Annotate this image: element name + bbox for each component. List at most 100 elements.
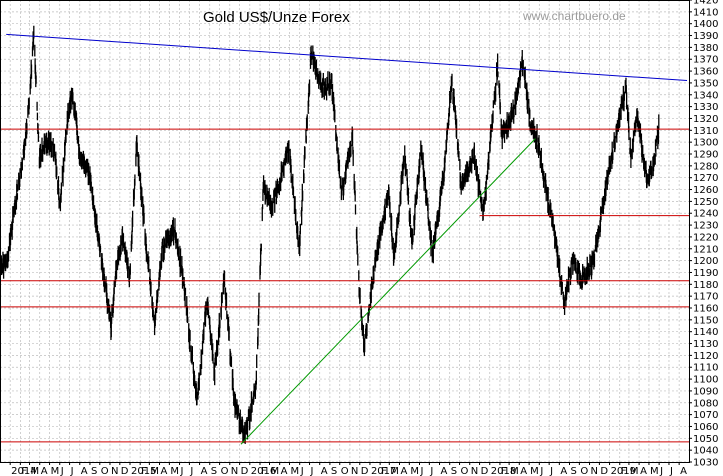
x-tick-label: J [420, 466, 424, 476]
x-tick-label: A [41, 466, 48, 476]
y-tick-label: 1130 [693, 339, 718, 350]
y-tick-label: 1210 [693, 244, 718, 255]
y-tick-label: 1100 [693, 375, 718, 386]
y-tick-label: 1180 [693, 280, 718, 291]
x-tick-label: N [351, 466, 358, 476]
x-tick-label: N [111, 466, 118, 476]
y-tick-label: 1070 [693, 410, 718, 421]
x-tick-label: M [530, 466, 539, 476]
x-tick-label: N [591, 466, 598, 476]
y-tick-label: 1030 [693, 458, 718, 469]
x-tick-label: J [669, 466, 673, 476]
y-tick-label: 1160 [693, 304, 718, 315]
x-tick-label: A [321, 466, 328, 476]
x-tick-label: M [51, 466, 60, 476]
x-tick-label: F [21, 466, 27, 476]
x-tick-label: N [471, 466, 478, 476]
x-tick-label: F [261, 466, 267, 476]
gridlines [0, 0, 689, 463]
x-tick-label: J [180, 466, 184, 476]
x-tick-label: O [580, 466, 588, 476]
x-tick-label: S [571, 466, 577, 476]
y-tick-label: 1200 [693, 256, 718, 267]
x-tick-label: M [150, 466, 159, 476]
x-tick-label: D [121, 466, 129, 476]
y-tick-label: 1380 [693, 43, 718, 54]
x-tick-label: A [81, 466, 88, 476]
x-tick-label: F [381, 466, 387, 476]
x-tick-label: A [680, 466, 687, 476]
x-tick-label: M [510, 466, 519, 476]
y-tick-label: 1270 [693, 173, 718, 184]
x-tick-label: A [161, 466, 168, 476]
watermark-text: www.chartbuero.de [522, 9, 626, 23]
x-tick-label: 2017 [371, 466, 396, 476]
x-tick-label: M [270, 466, 279, 476]
x-tick-label: M [630, 466, 639, 476]
y-tick-label: 1390 [693, 31, 718, 42]
x-tick-label: M [170, 466, 179, 476]
x-tick-label: J [539, 466, 543, 476]
x-tick-label: D [361, 466, 369, 476]
y-tick-label: 1240 [693, 209, 718, 220]
x-tick-label: S [331, 466, 337, 476]
y-tick-label: 1060 [693, 422, 718, 433]
y-tick-label: 1040 [693, 446, 718, 457]
x-tick-label: J [429, 466, 433, 476]
plot-background [0, 0, 689, 462]
x-tick-label: F [501, 466, 507, 476]
x-tick-label: J [60, 466, 64, 476]
trendline [6, 33, 688, 82]
x-tick-label: M [291, 466, 300, 476]
x-tick-label: D [241, 466, 249, 476]
x-tick-label: O [461, 466, 469, 476]
x-tick-label: D [600, 466, 608, 476]
y-tick-label: 1110 [693, 363, 718, 374]
y-tick-label: 1340 [693, 90, 718, 101]
x-tick-label: A [201, 466, 208, 476]
price-bars [0, 25, 660, 444]
y-tick-label: 1140 [693, 327, 718, 338]
x-tick-label: J [659, 466, 663, 476]
y-tick-label: 1330 [693, 102, 718, 113]
y-tick-label: 1150 [693, 315, 718, 326]
y-tick-label: 1280 [693, 161, 718, 172]
y-tick-label: 1350 [693, 78, 718, 89]
y-tick-label: 1420 [693, 0, 718, 7]
y-tick-label: 1260 [693, 185, 718, 196]
y-tick-label: 1080 [693, 398, 718, 409]
plot-frame [0, 0, 690, 463]
x-tick-label: 2014 [11, 466, 36, 476]
trendline [240, 138, 536, 445]
y-tick-label: 1120 [693, 351, 718, 362]
x-tick-label: A [520, 466, 527, 476]
x-tick-label: A [441, 466, 448, 476]
y-tick-label: 1300 [693, 138, 718, 149]
x-tick-label: D [481, 466, 489, 476]
x-tick-label: M [31, 466, 40, 476]
x-tick-label: S [451, 466, 457, 476]
x-tick-label: O [221, 466, 229, 476]
y-tick-label: 1090 [693, 386, 718, 397]
y-tick-label: 1220 [693, 232, 718, 243]
y-tick-label: 1250 [693, 197, 718, 208]
x-tick-label: F [621, 466, 627, 476]
y-tick-label: 1050 [693, 434, 718, 445]
x-tick-label: F [141, 466, 147, 476]
x-tick-label: S [91, 466, 97, 476]
x-tick-label: A [560, 466, 567, 476]
x-tick-label: O [101, 466, 109, 476]
x-tick-label: J [310, 466, 314, 476]
x-tick-label: J [70, 466, 74, 476]
x-tick-label: M [390, 466, 399, 476]
x-tick-label: 2016 [251, 466, 276, 476]
x-tick-label: S [211, 466, 217, 476]
y-tick-label: 1290 [693, 150, 718, 161]
y-tick-label: 1410 [693, 7, 718, 18]
y-tick-label: 1400 [693, 19, 718, 30]
support-resistance-lines [0, 33, 689, 445]
y-tick-label: 1320 [693, 114, 718, 125]
chart-title: Gold US$/Unze Forex [203, 9, 350, 26]
